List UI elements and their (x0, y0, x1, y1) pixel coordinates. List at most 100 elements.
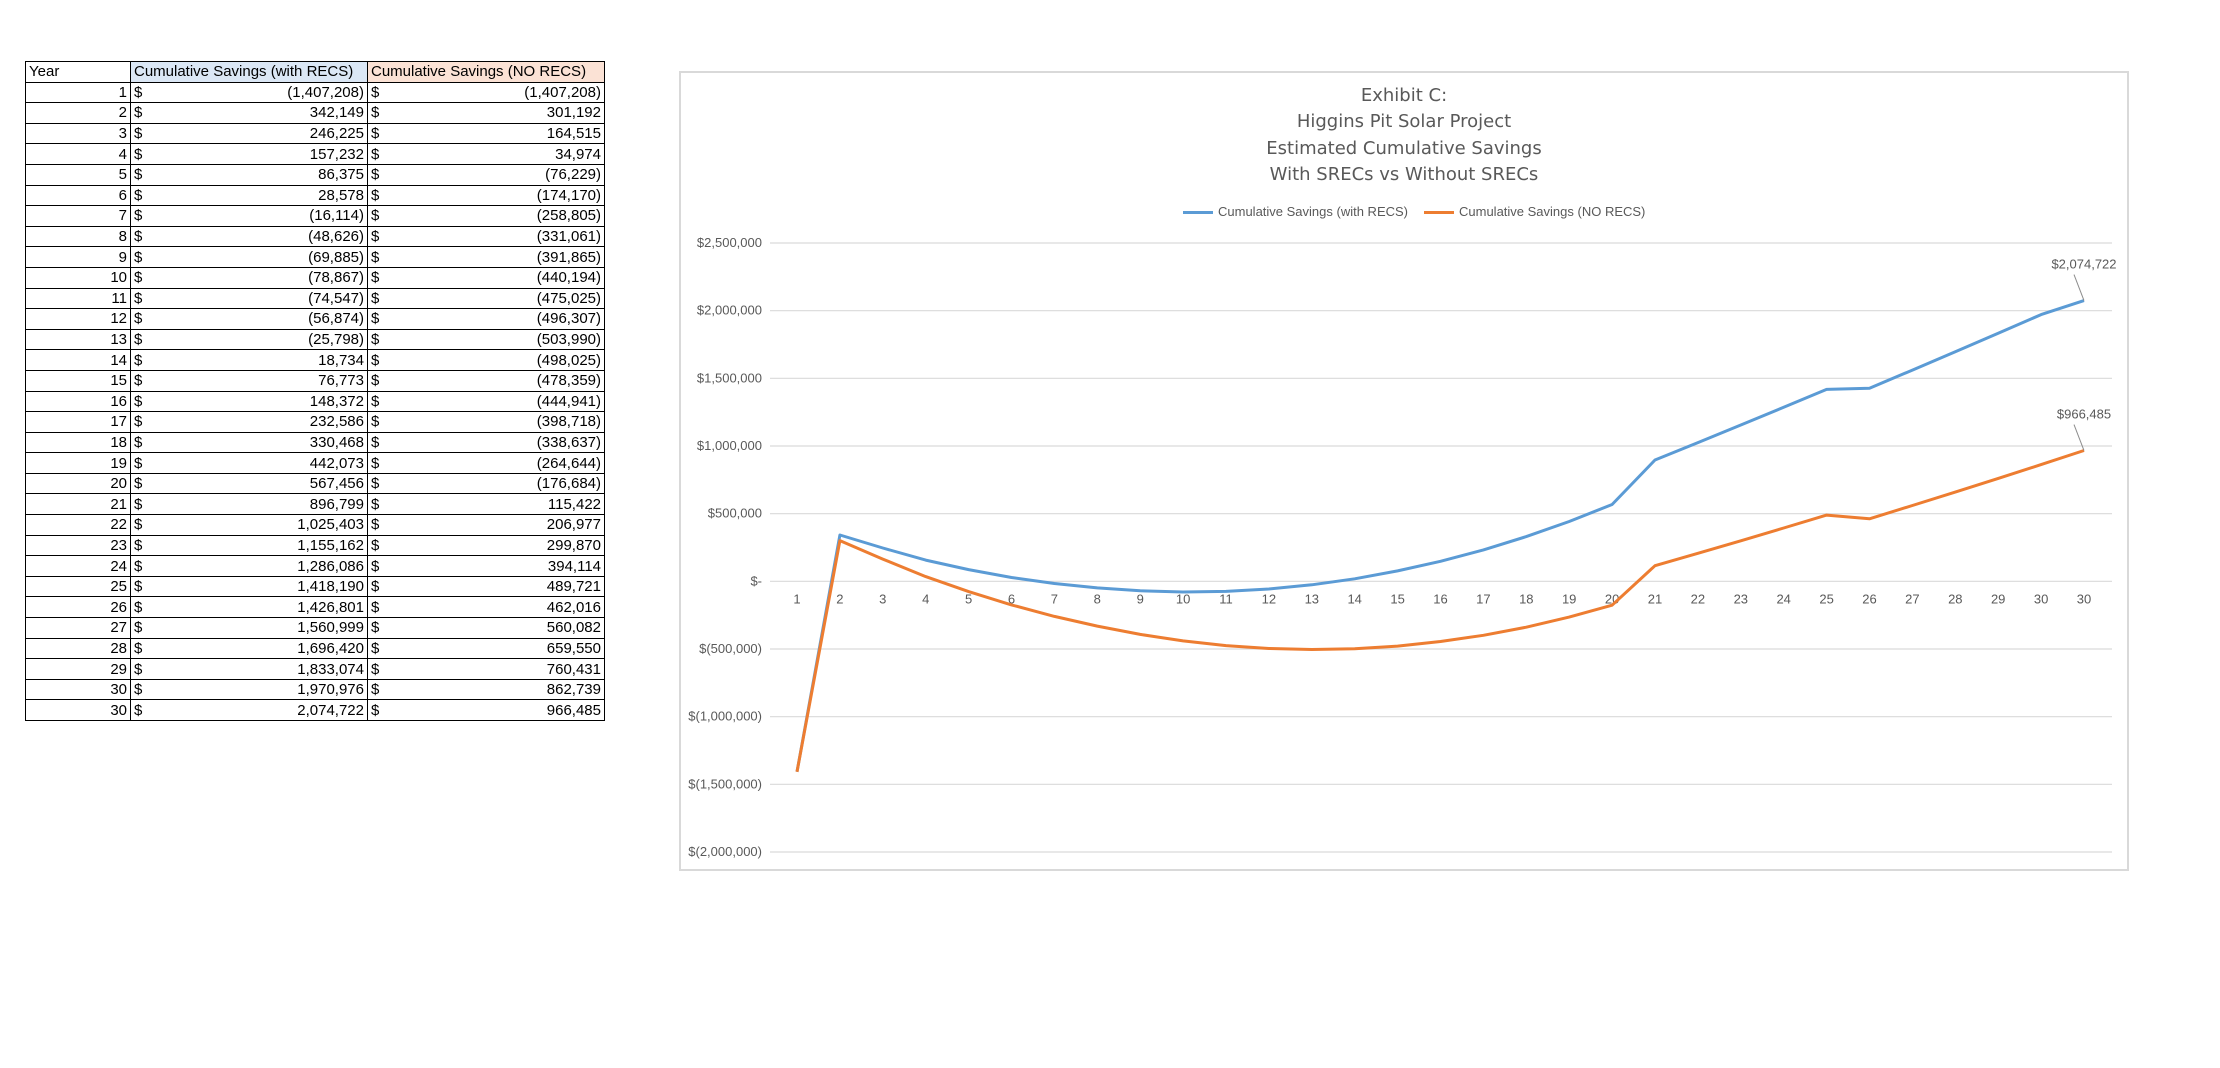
cell-value: 966,485 (546, 701, 601, 719)
x-tick-label: 30 (2034, 591, 2048, 606)
cell-with-recs[interactable]: $76,773 (130, 369, 368, 392)
currency-symbol: $ (371, 186, 380, 204)
cell-with-recs[interactable]: $ (25,798) (130, 328, 368, 351)
cell-with-recs[interactable]: $1,970,976 (130, 678, 368, 701)
cell-no-recs[interactable]: $394,114 (367, 555, 605, 577)
cell-with-recs[interactable]: $2,074,722 (130, 699, 368, 721)
x-tick-label: 30 (2077, 591, 2091, 606)
x-tick-label: 29 (1991, 591, 2005, 606)
cell-value: (496,307) (536, 310, 601, 328)
cell-with-recs[interactable]: $567,456 (130, 472, 368, 495)
cell-year[interactable]: 23 (25, 534, 131, 557)
currency-symbol: $ (371, 454, 380, 472)
cell-value: (56,874) (308, 310, 364, 328)
table-row: 23 $1,155,162 $299,870 (25, 534, 605, 557)
cell-no-recs[interactable]: $ (503,990) (367, 328, 605, 351)
cell-no-recs[interactable]: $462,016 (367, 596, 605, 619)
x-tick-label: 12 (1262, 591, 1276, 606)
cell-value: (331,061) (536, 228, 601, 246)
currency-symbol: $ (134, 516, 143, 534)
cell-value: 232,586 (309, 413, 364, 431)
y-tick-label: $500,000 (708, 506, 762, 521)
table-row: 9 $ (69,885) $ (391,865) (25, 246, 605, 268)
currency-symbol: $ (371, 248, 380, 266)
cell-value: 1,833,074 (297, 660, 364, 678)
cell-value: 206,977 (546, 516, 601, 534)
cell-no-recs[interactable]: $ (478,359) (367, 369, 605, 392)
cell-no-recs[interactable]: $ (176,684) (367, 472, 605, 495)
x-tick-label: 6 (1008, 591, 1015, 606)
cell-value: (174,170) (536, 186, 601, 204)
currency-symbol: $ (371, 207, 380, 225)
y-tick-label: $1,000,000 (697, 438, 762, 453)
y-tick-label: $2,500,000 (697, 235, 762, 250)
currency-symbol: $ (134, 660, 143, 678)
cell-year[interactable]: 30 (25, 699, 131, 721)
table-row: 12 $ (56,874) $ (496,307) (25, 308, 605, 330)
table-row: 27 $1,560,999 $560,082 (25, 617, 605, 639)
cell-value: 896,799 (309, 495, 364, 513)
chart-area[interactable] (679, 71, 2129, 871)
cell-no-recs[interactable]: $ (331,061) (367, 225, 605, 248)
currency-symbol: $ (134, 310, 143, 328)
cell-with-recs[interactable]: $ (48,626) (130, 225, 368, 248)
chart-title-line-3: Estimated Cumulative Savings (1266, 138, 1542, 159)
cell-value: (74,547) (308, 289, 364, 307)
cell-no-recs[interactable]: $760,431 (367, 658, 605, 680)
cell-no-recs[interactable]: $ (174,170) (367, 184, 605, 207)
currency-symbol: $ (371, 83, 380, 101)
cell-value: (76,229) (545, 166, 601, 184)
savings-table: Year Cumulative Savings (with RECS) Cumu… (25, 61, 605, 721)
header-with-recs[interactable]: Cumulative Savings (with RECS) (130, 61, 368, 83)
currency-symbol: $ (134, 392, 143, 410)
cell-value: 1,025,403 (297, 516, 364, 534)
cell-value: 34,974 (555, 145, 601, 163)
cell-value: 18,734 (318, 351, 364, 369)
cell-value: (444,941) (536, 392, 601, 410)
cell-year[interactable]: 15 (25, 369, 131, 392)
currency-symbol: $ (134, 83, 143, 101)
cell-no-recs[interactable]: $164,515 (367, 122, 605, 145)
cell-no-recs[interactable]: $560,082 (367, 617, 605, 639)
currency-symbol: $ (134, 475, 143, 493)
cell-value: 1,155,162 (297, 536, 364, 554)
currency-symbol: $ (134, 145, 143, 163)
currency-symbol: $ (134, 269, 143, 287)
cell-with-recs[interactable]: $1,833,074 (130, 658, 368, 680)
x-tick-label: 2 (836, 591, 843, 606)
currency-symbol: $ (371, 660, 380, 678)
cell-with-recs[interactable]: $157,232 (130, 143, 368, 165)
y-tick-label: $(1,500,000) (688, 776, 762, 791)
chart-title-line-4: With SRECs vs Without SRECs (1269, 164, 1539, 185)
cell-value: 157,232 (309, 145, 364, 163)
cell-with-recs[interactable]: $1,696,420 (130, 637, 368, 660)
currency-symbol: $ (134, 166, 143, 184)
cell-no-recs[interactable]: $206,977 (367, 514, 605, 536)
cell-value: 148,372 (309, 392, 364, 410)
cell-no-recs[interactable]: $966,485 (367, 699, 605, 721)
currency-symbol: $ (371, 701, 380, 719)
data-label-leader (2073, 274, 2085, 301)
cell-no-recs[interactable]: $ (76,229) (367, 163, 605, 186)
cell-no-recs[interactable]: $ (496,307) (367, 308, 605, 330)
data-label: $966,485 (2057, 407, 2111, 422)
cell-value: 560,082 (546, 619, 601, 637)
cell-with-recs[interactable]: $1,426,801 (130, 596, 368, 619)
currency-symbol: $ (371, 598, 380, 616)
cell-year[interactable]: 12 (25, 308, 131, 330)
x-tick-label: 16 (1433, 591, 1447, 606)
cell-value: (475,025) (536, 289, 601, 307)
cell-value: (1,407,208) (287, 83, 364, 101)
chart-legend: Cumulative Savings (with RECS) Cumulativ… (0, 203, 2220, 221)
x-tick-label: 14 (1347, 591, 1361, 606)
currency-symbol: $ (371, 475, 380, 493)
cell-value: (258,805) (536, 207, 601, 225)
series-line-no-recs (795, 449, 2085, 773)
cell-value: 489,721 (546, 578, 601, 596)
cell-with-recs[interactable]: $ (78,867) (130, 266, 368, 289)
table-row: 30 $1,970,976 $862,739 (25, 678, 605, 701)
cell-year[interactable]: 22 (25, 514, 131, 536)
cell-value: (503,990) (536, 331, 601, 349)
table-row: 5 $86,375 $ (76,229) (25, 163, 605, 186)
x-tick-label: 5 (965, 591, 972, 606)
